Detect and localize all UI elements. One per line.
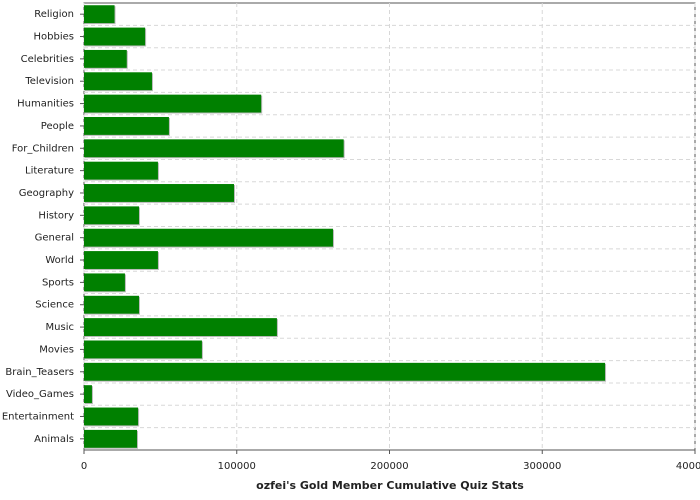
y-tick-label: Hobbies: [34, 32, 74, 43]
bar: [84, 318, 277, 337]
bar: [84, 94, 262, 113]
y-tick-label: For_Children: [12, 143, 74, 154]
bar: [84, 49, 127, 68]
y-tick-label: Entertainment: [2, 411, 74, 422]
y-tick-label: Animals: [34, 434, 74, 445]
bar: [84, 139, 344, 158]
bar: [84, 251, 158, 269]
bar: [84, 116, 169, 135]
bar: [84, 27, 146, 46]
y-tick-label: World: [45, 255, 74, 266]
y-tick-label: Celebrities: [21, 54, 74, 65]
bar: [84, 362, 606, 381]
bar: [84, 206, 139, 225]
y-tick-label: Sports: [42, 277, 74, 288]
y-tick-label: Geography: [19, 188, 74, 199]
y-tick-label: Religion: [34, 9, 74, 20]
x-tick-label: 100000: [218, 461, 256, 472]
bar: [84, 385, 92, 404]
y-tick-label: Movies: [39, 344, 74, 355]
y-tick-label: Brain_Teasers: [5, 367, 74, 378]
y-tick-label: Literature: [25, 166, 74, 177]
bar: [84, 5, 115, 24]
x-tick-label: 200000: [370, 461, 408, 472]
bar: [84, 228, 333, 247]
bar: [84, 340, 202, 359]
bar: [84, 161, 158, 180]
bar: [84, 72, 152, 91]
x-tick-label: 300000: [523, 461, 561, 472]
x-tick-label: 400000: [676, 461, 700, 472]
y-tick-label: General: [35, 233, 74, 244]
y-tick-label: Humanities: [17, 99, 74, 110]
y-tick-label: Television: [24, 76, 74, 87]
y-tick-label: Video_Games: [6, 389, 74, 400]
x-axis-label: ozfei's Gold Member Cumulative Quiz Stat…: [256, 479, 524, 492]
y-tick-label: People: [41, 121, 74, 132]
bar: [84, 184, 235, 202]
bar: [84, 407, 139, 426]
y-tick-label: History: [38, 210, 74, 221]
x-tick-label: 0: [81, 461, 87, 472]
bar: [84, 295, 139, 314]
y-tick-label: Music: [46, 322, 74, 333]
y-tick-label: Science: [35, 300, 74, 311]
bar: [84, 273, 125, 292]
bar: [84, 429, 138, 448]
